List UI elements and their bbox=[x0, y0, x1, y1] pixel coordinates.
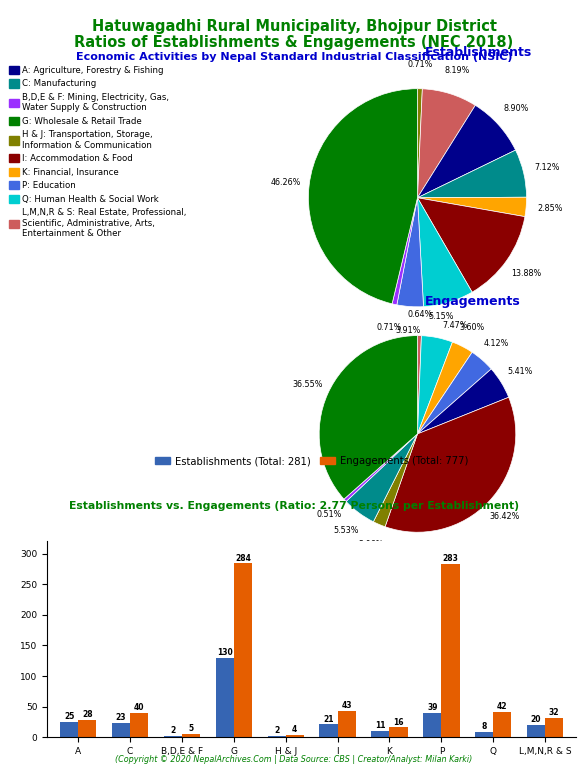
Wedge shape bbox=[417, 105, 516, 198]
Text: 0.71%: 0.71% bbox=[377, 323, 402, 333]
Text: 2: 2 bbox=[274, 726, 279, 735]
Bar bbox=[268, 736, 286, 737]
Text: (Copyright © 2020 NepalArchives.Com | Data Source: CBS | Creator/Analyst: Milan : (Copyright © 2020 NepalArchives.Com | Da… bbox=[115, 755, 473, 764]
Text: 21: 21 bbox=[323, 714, 334, 723]
Wedge shape bbox=[397, 198, 423, 306]
Text: 2: 2 bbox=[171, 726, 175, 735]
Text: Engagements: Engagements bbox=[425, 296, 521, 309]
Bar bbox=[216, 657, 234, 737]
Text: 42: 42 bbox=[497, 702, 507, 710]
Bar bbox=[182, 734, 200, 737]
Bar bbox=[112, 723, 130, 737]
Wedge shape bbox=[417, 198, 472, 306]
Text: 23: 23 bbox=[116, 713, 126, 722]
Bar bbox=[389, 727, 407, 737]
Text: 5.53%: 5.53% bbox=[333, 525, 359, 535]
Text: Establishments: Establishments bbox=[425, 46, 532, 59]
Wedge shape bbox=[392, 198, 417, 305]
Bar bbox=[164, 736, 182, 737]
Text: 43: 43 bbox=[342, 701, 352, 710]
Bar bbox=[442, 564, 459, 737]
Text: 284: 284 bbox=[235, 554, 251, 562]
Legend: Establishments (Total: 281), Engagements (Total: 777): Establishments (Total: 281), Engagements… bbox=[151, 452, 473, 471]
Bar bbox=[423, 713, 442, 737]
Text: 3.60%: 3.60% bbox=[460, 323, 485, 332]
Text: 39: 39 bbox=[427, 703, 437, 713]
Wedge shape bbox=[417, 369, 509, 434]
Text: 40: 40 bbox=[134, 703, 145, 712]
Text: 11: 11 bbox=[375, 720, 386, 730]
Text: 2.06%: 2.06% bbox=[358, 540, 383, 549]
Legend: A: Agriculture, Forestry & Fishing, C: Manufacturing, B,D,E & F: Mining, Electri: A: Agriculture, Forestry & Fishing, C: M… bbox=[9, 66, 187, 238]
Text: 13.88%: 13.88% bbox=[512, 270, 542, 279]
Text: 2.85%: 2.85% bbox=[537, 204, 563, 214]
Text: 283: 283 bbox=[443, 554, 459, 563]
Text: 36.55%: 36.55% bbox=[293, 380, 323, 389]
Text: 0.51%: 0.51% bbox=[316, 511, 342, 519]
Wedge shape bbox=[373, 434, 417, 527]
Text: 8.90%: 8.90% bbox=[504, 104, 529, 114]
Bar bbox=[527, 725, 545, 737]
Bar bbox=[338, 711, 356, 737]
Bar bbox=[286, 735, 304, 737]
Wedge shape bbox=[417, 198, 525, 292]
Text: 8: 8 bbox=[482, 723, 487, 731]
Text: 5: 5 bbox=[188, 724, 193, 733]
Text: 16: 16 bbox=[393, 717, 404, 727]
Text: 20: 20 bbox=[531, 715, 542, 724]
Bar bbox=[545, 717, 563, 737]
Wedge shape bbox=[417, 342, 472, 434]
Wedge shape bbox=[417, 88, 422, 198]
Bar bbox=[371, 730, 389, 737]
Wedge shape bbox=[385, 397, 516, 532]
Wedge shape bbox=[417, 353, 491, 434]
Text: 36.42%: 36.42% bbox=[489, 512, 519, 521]
Text: 32: 32 bbox=[549, 708, 559, 717]
Text: Economic Activities by Nepal Standard Industrial Classification (NSIC): Economic Activities by Nepal Standard In… bbox=[76, 51, 512, 62]
Text: 28: 28 bbox=[82, 710, 92, 719]
Text: 0.64%: 0.64% bbox=[407, 310, 433, 319]
Bar bbox=[60, 722, 78, 737]
Wedge shape bbox=[346, 434, 417, 521]
Text: 4.12%: 4.12% bbox=[484, 339, 509, 348]
Wedge shape bbox=[417, 197, 526, 217]
Text: Establishments vs. Engagements (Ratio: 2.77 Persons per Establishment): Establishments vs. Engagements (Ratio: 2… bbox=[69, 501, 519, 511]
Wedge shape bbox=[344, 434, 417, 502]
Wedge shape bbox=[417, 336, 452, 434]
Bar bbox=[493, 712, 512, 737]
Text: 25: 25 bbox=[64, 712, 74, 721]
Text: Hatuwagadhi Rural Municipality, Bhojpur District: Hatuwagadhi Rural Municipality, Bhojpur … bbox=[92, 19, 496, 35]
Wedge shape bbox=[319, 336, 417, 499]
Wedge shape bbox=[417, 336, 422, 434]
Text: 8.19%: 8.19% bbox=[445, 66, 470, 75]
Text: 3.91%: 3.91% bbox=[396, 326, 421, 335]
Wedge shape bbox=[417, 150, 526, 198]
Text: 130: 130 bbox=[217, 647, 233, 657]
Text: 46.26%: 46.26% bbox=[270, 177, 300, 187]
Text: 4: 4 bbox=[292, 725, 298, 734]
Text: 7.47%: 7.47% bbox=[443, 321, 468, 329]
Text: Ratios of Establishments & Engagements (NEC 2018): Ratios of Establishments & Engagements (… bbox=[74, 35, 514, 50]
Text: 7.12%: 7.12% bbox=[534, 163, 560, 172]
Bar bbox=[234, 564, 252, 737]
Bar bbox=[130, 713, 148, 737]
Bar bbox=[475, 733, 493, 737]
Wedge shape bbox=[417, 89, 475, 198]
Text: 5.15%: 5.15% bbox=[429, 312, 455, 321]
Text: 5.41%: 5.41% bbox=[507, 366, 532, 376]
Text: 0.71%: 0.71% bbox=[407, 60, 433, 69]
Bar bbox=[78, 720, 96, 737]
Bar bbox=[319, 724, 338, 737]
Wedge shape bbox=[309, 88, 417, 304]
